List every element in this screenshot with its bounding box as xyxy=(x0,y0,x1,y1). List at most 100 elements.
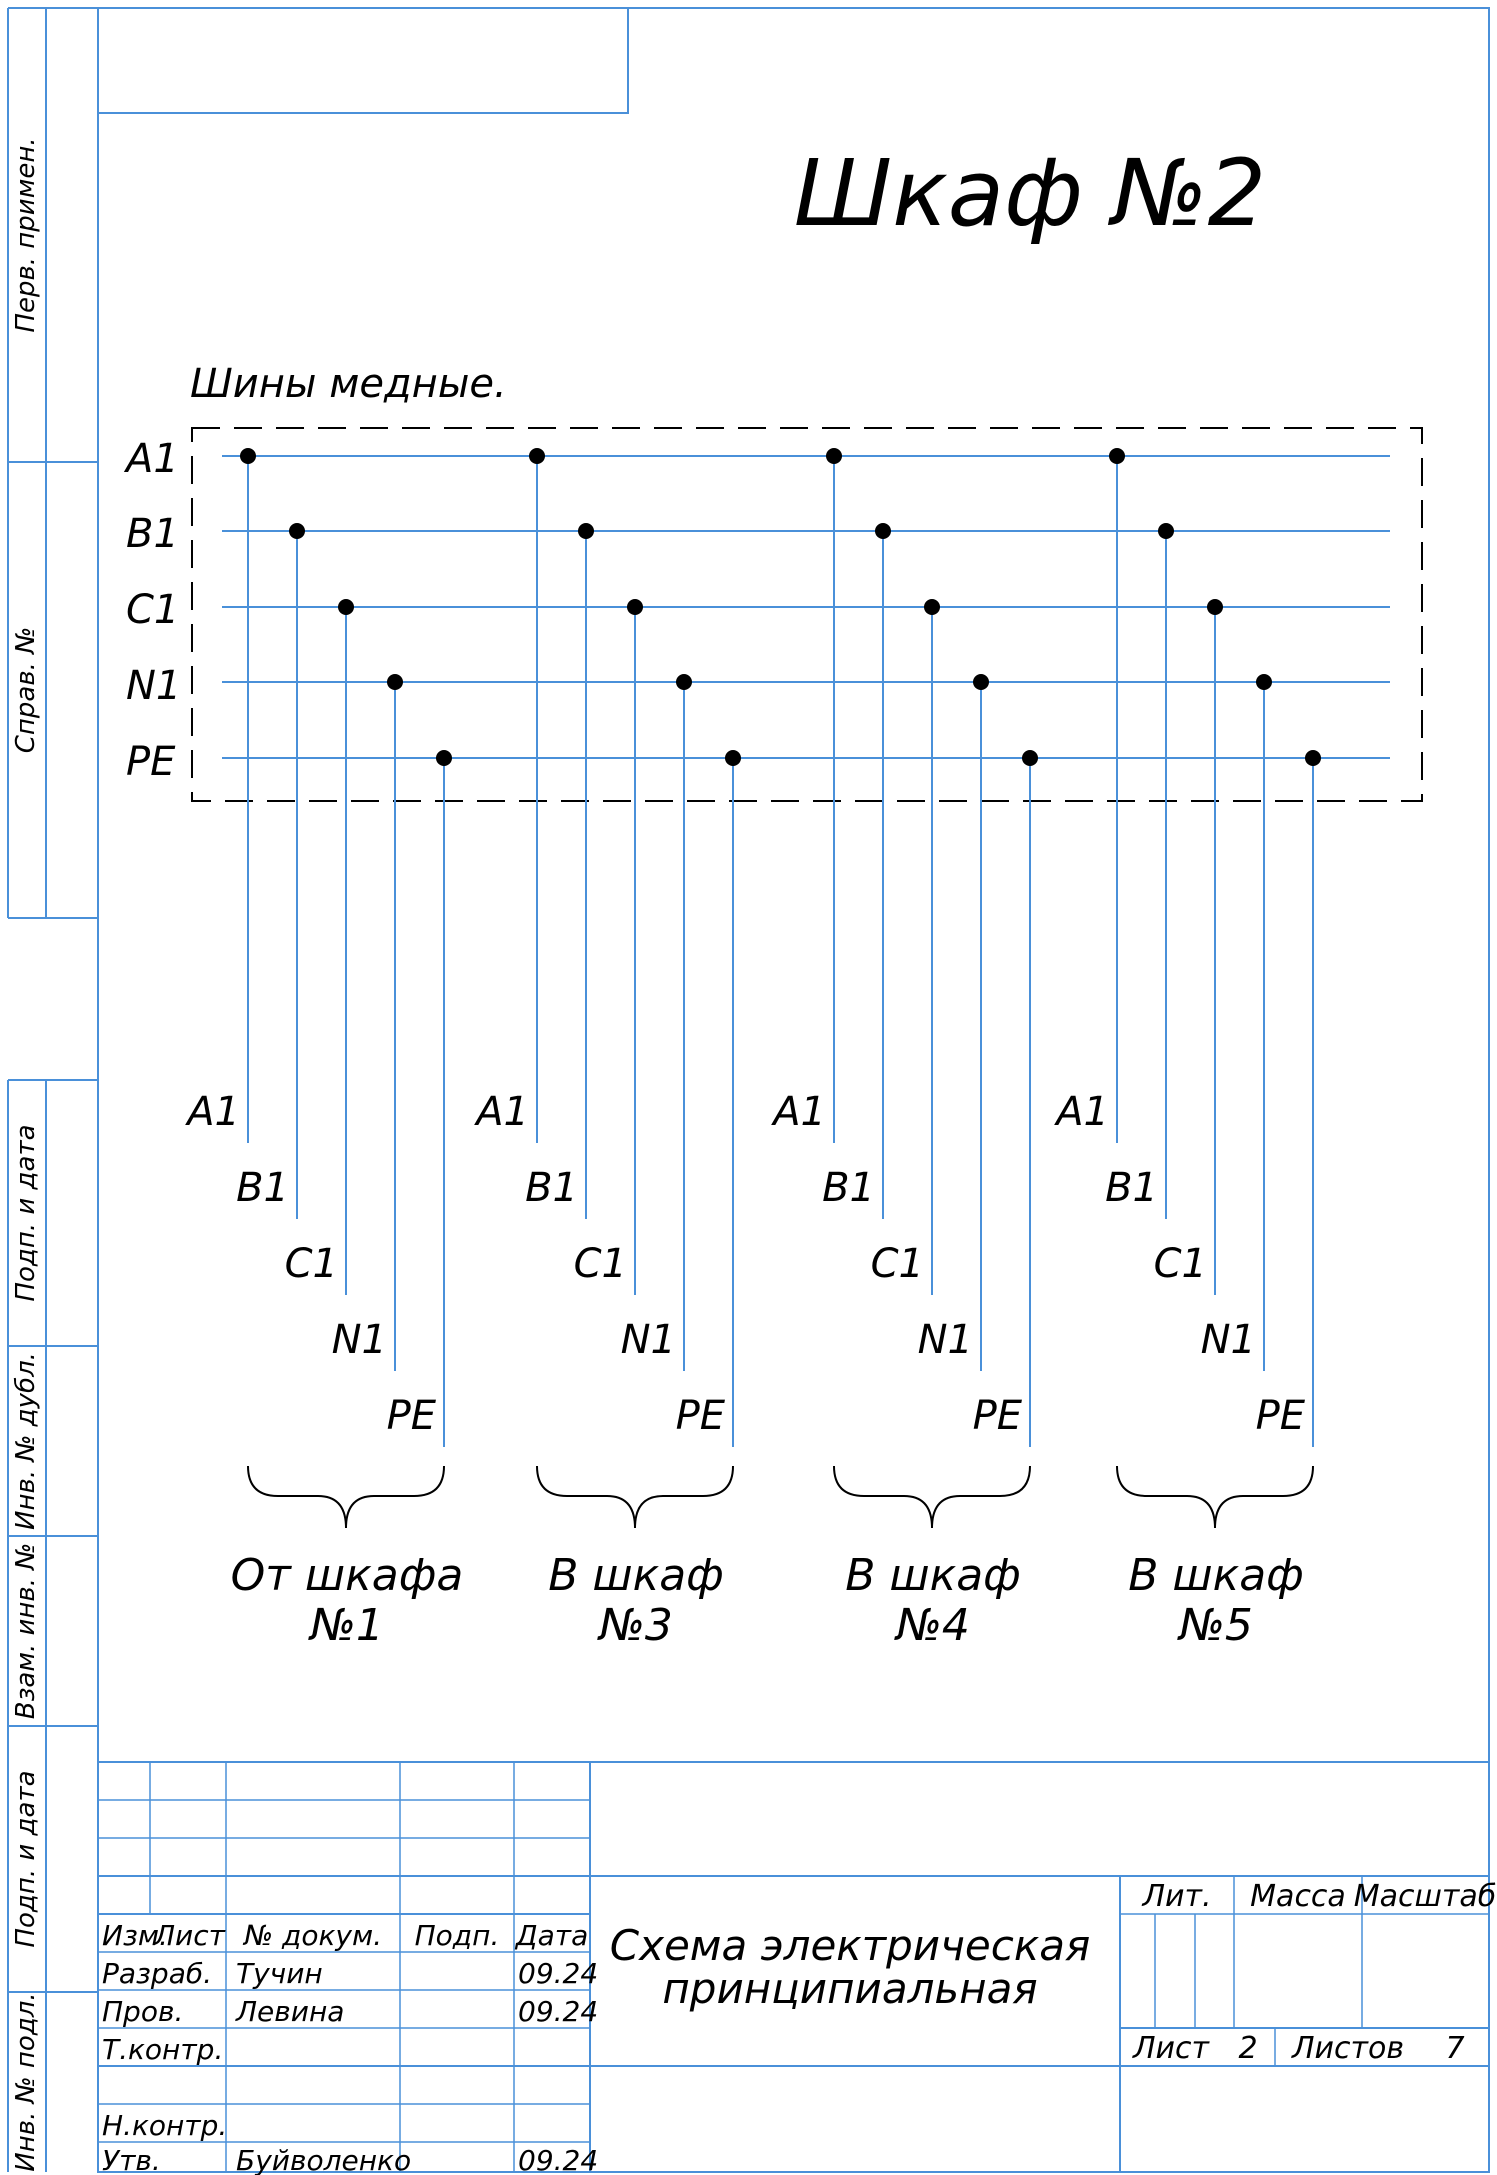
junction-dot-g3-b1 xyxy=(875,523,891,539)
busbar-enclosure xyxy=(191,427,1423,802)
junction-dot-g3-pe xyxy=(1022,750,1038,766)
tb-date-razrab: 09.24 xyxy=(518,1957,598,1990)
tb-role-nkontr: Н.контр. xyxy=(102,2109,227,2142)
side-label-sprav-no: Справ. № xyxy=(11,627,41,753)
group-4-line1: В шкаф xyxy=(1128,1550,1304,1601)
tb-role-tkontr: Т.контр. xyxy=(102,2033,223,2066)
wire-label-g3-n1: N1 xyxy=(918,1317,973,1363)
group-2-line1: В шкаф xyxy=(548,1550,724,1601)
bus-label-n1: N1 xyxy=(126,663,181,709)
wire-label-g2-c1: C1 xyxy=(574,1241,627,1287)
junction-dot-g4-b1 xyxy=(1158,523,1174,539)
group-3-line1: В шкаф xyxy=(845,1550,1021,1601)
group-3-line2: №4 xyxy=(893,1600,970,1651)
tb-doc-name-line2: принципиальная xyxy=(662,1964,1037,2013)
brace-group-3 xyxy=(833,1465,1031,1529)
bus-label-b1: B1 xyxy=(126,511,179,557)
group-4-line2: №5 xyxy=(1176,1600,1253,1651)
junction-dot-g3-c1 xyxy=(924,599,940,615)
brace-group-4 xyxy=(1116,1465,1314,1529)
wire-label-g3-a1: A1 xyxy=(770,1089,826,1135)
brace-group-2 xyxy=(536,1465,734,1529)
wire-label-g4-a1: A1 xyxy=(1053,1089,1109,1135)
junction-dot-g4-pe xyxy=(1305,750,1321,766)
wire-label-g1-b1: B1 xyxy=(236,1165,289,1211)
group-labels: От шкафа №1 В шкаф №3 В шкаф №4 В шкаф №… xyxy=(231,1550,1304,1651)
tb-header-date: Дата xyxy=(514,1919,589,1952)
wire-label-g2-a1: A1 xyxy=(473,1089,529,1135)
tb-header-podp: Подп. xyxy=(415,1919,500,1952)
tb-role-utv: Утв. xyxy=(102,2144,161,2175)
junction-dot-g2-n1 xyxy=(676,674,692,690)
side-label-podp-data-1: Подп. и дата xyxy=(11,1124,41,1301)
tb-role-prov: Пров. xyxy=(102,1995,183,2028)
tb-date-utv: 09.24 xyxy=(518,2144,598,2175)
junction-dot-g1-pe xyxy=(436,750,452,766)
wire-label-g2-pe: PE xyxy=(676,1393,726,1439)
side-strip: Перв. примен. Справ. № Подп. и дата Инв.… xyxy=(11,137,41,2171)
wire-label-g1-a1: A1 xyxy=(184,1089,240,1135)
bus-label-pe: PE xyxy=(126,739,176,785)
wire-label-g3-b1: B1 xyxy=(822,1165,875,1211)
wire-label-g1-n1: N1 xyxy=(332,1317,387,1363)
bus-label-a1: A1 xyxy=(123,436,179,482)
side-label-inv-dubl: Инв. № дубл. xyxy=(11,1352,41,1530)
junction-dot-g1-a1 xyxy=(240,448,256,464)
busbars xyxy=(222,455,1390,759)
wire-label-g4-pe: PE xyxy=(1256,1393,1306,1439)
tb-sheet-label: Лист xyxy=(1132,2031,1211,2066)
tb-lit-label: Лит. xyxy=(1141,1879,1211,1914)
tb-name-utv: Буйволенко xyxy=(236,2144,411,2175)
title-block: Изм. Лист № докум. Подп. Дата Разраб. Ту… xyxy=(98,1761,1497,2175)
junction-dot-g4-n1 xyxy=(1256,674,1272,690)
group-2-line2: №3 xyxy=(596,1600,673,1651)
junction-dot-g2-b1 xyxy=(578,523,594,539)
tb-date-prov: 09.24 xyxy=(518,1995,598,2028)
junction-dot-g4-c1 xyxy=(1207,599,1223,615)
wire-label-g4-n1: N1 xyxy=(1201,1317,1256,1363)
junction-dot-g1-b1 xyxy=(289,523,305,539)
side-label-perv-primen: Перв. примен. xyxy=(11,137,41,332)
tb-name-prov: Левина xyxy=(235,1995,344,2028)
group-braces xyxy=(247,1465,1314,1529)
wire-label-g4-c1: C1 xyxy=(1154,1241,1207,1287)
bus-labels: A1 B1 C1 N1 PE xyxy=(123,436,181,785)
junction-dot-g3-n1 xyxy=(973,674,989,690)
group-1-line1: От шкафа xyxy=(231,1550,464,1601)
wire-label-g1-pe: PE xyxy=(387,1393,437,1439)
tb-doc-name-line1: Схема электрическая xyxy=(610,1921,1090,1970)
wire-label-g4-b1: B1 xyxy=(1105,1165,1158,1211)
group-1-line2: №1 xyxy=(307,1600,384,1651)
wire-label-g2-b1: B1 xyxy=(525,1165,578,1211)
tb-sheets-value: 7 xyxy=(1445,2031,1464,2066)
side-label-podp-data-2: Подп. и дата xyxy=(11,1770,41,1947)
side-label-inv-podl: Инв. № подл. xyxy=(11,1992,41,2171)
tb-header-doc: № докум. xyxy=(242,1919,382,1952)
junction-dot-g2-a1 xyxy=(529,448,545,464)
wire-label-g3-pe: PE xyxy=(973,1393,1023,1439)
tb-name-razrab: Тучин xyxy=(236,1957,323,1990)
junction-dot-g2-pe xyxy=(725,750,741,766)
busbar-caption: Шины медные. xyxy=(190,361,507,407)
tb-header-list: Лист xyxy=(153,1919,226,1952)
wire-label-g1-c1: C1 xyxy=(285,1241,338,1287)
page-title: Шкаф №2 xyxy=(794,140,1266,247)
drawing-frame xyxy=(7,7,1490,2173)
tb-mass-label: Масса xyxy=(1250,1879,1346,1914)
wire-label-g2-n1: N1 xyxy=(621,1317,676,1363)
junction-dot-g1-n1 xyxy=(387,674,403,690)
wire-label-g3-c1: C1 xyxy=(871,1241,924,1287)
tb-scale-label: Масштаб xyxy=(1354,1879,1497,1914)
tb-sheet-value: 2 xyxy=(1238,2031,1257,2066)
junction-dot-g1-c1 xyxy=(338,599,354,615)
tb-header-izm: Изм. xyxy=(102,1919,168,1952)
junction-dot-g2-c1 xyxy=(627,599,643,615)
bus-label-c1: C1 xyxy=(126,587,179,633)
junction-dot-g3-a1 xyxy=(826,448,842,464)
tb-role-razrab: Разраб. xyxy=(102,1957,212,1990)
side-label-vzam-inv: Взам. инв. № xyxy=(11,1543,41,1720)
junction-dot-g4-a1 xyxy=(1109,448,1125,464)
brace-group-1 xyxy=(247,1465,445,1529)
